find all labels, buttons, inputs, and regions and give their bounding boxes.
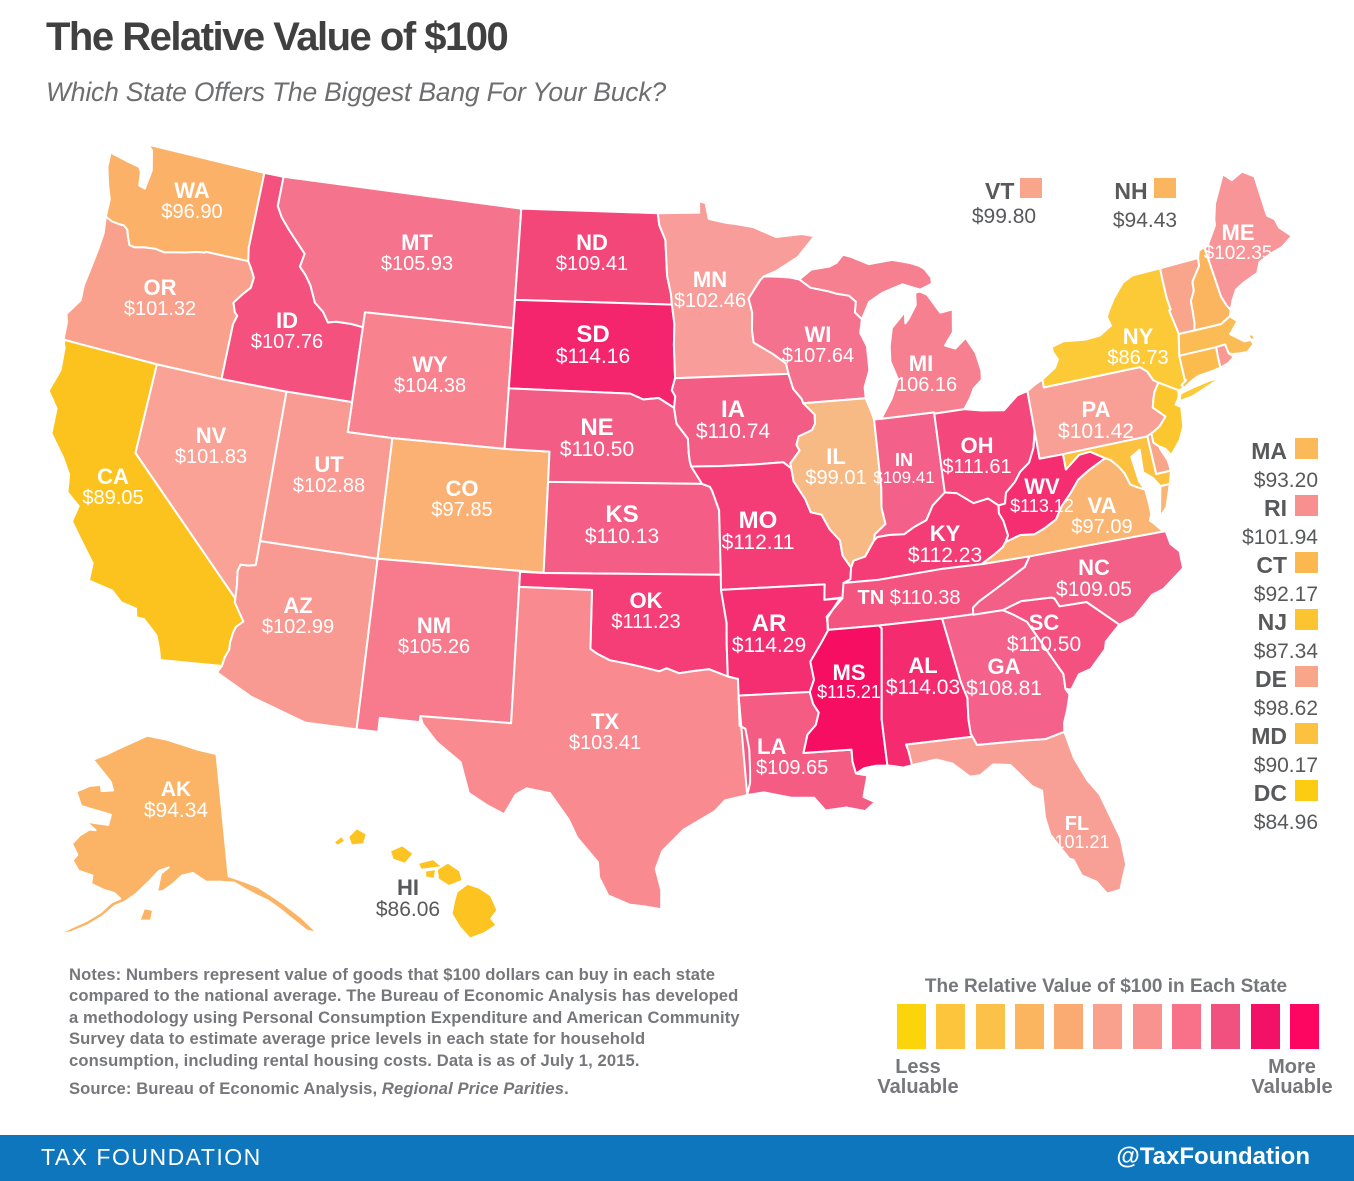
svg-text:$101.42: $101.42 [1058,420,1134,443]
svg-text:$101.21: $101.21 [1044,832,1109,852]
svg-text:$105.26: $105.26 [398,636,470,658]
svg-text:MS: MS [833,660,866,685]
svg-text:WI: WI [805,322,832,347]
svg-text:CA: CA [97,464,129,489]
svg-text:KS: KS [605,501,638,528]
svg-text:IN: IN [895,450,913,470]
svg-text:$106.16: $106.16 [885,374,957,396]
svg-text:VA: VA [1088,493,1117,518]
svg-text:AK: AK [161,778,191,801]
svg-text:OK: OK [630,588,663,613]
svg-text:$107.76: $107.76 [251,331,323,353]
svg-text:NM: NM [417,613,451,638]
svg-text:$110.50: $110.50 [1007,633,1081,656]
svg-text:MI: MI [909,351,933,376]
svg-text:MO: MO [739,507,778,534]
svg-text:$105.93: $105.93 [381,253,453,275]
svg-text:$108.81: $108.81 [966,677,1042,700]
svg-text:NC: NC [1078,555,1110,580]
svg-text:$103.41: $103.41 [569,732,641,754]
svg-text:$110.50: $110.50 [560,438,634,461]
svg-text:$109.41: $109.41 [873,468,934,487]
svg-text:GA: GA [988,654,1021,679]
svg-text:$96.90: $96.90 [161,201,222,223]
svg-text:$111.23: $111.23 [611,611,680,633]
svg-text:$102.35: $102.35 [1204,243,1273,264]
svg-text:AZ: AZ [283,593,312,618]
svg-text:$94.34: $94.34 [144,799,209,822]
svg-text:$102.46: $102.46 [674,290,746,312]
svg-text:SC: SC [1029,610,1060,635]
svg-text:$99.01: $99.01 [805,467,866,489]
svg-text:ID: ID [276,308,298,333]
svg-text:IA: IA [721,396,745,423]
svg-text:WA: WA [174,178,210,203]
svg-text:$111.61: $111.61 [942,456,1011,478]
svg-text:$114.29: $114.29 [732,634,806,657]
svg-text:$89.05: $89.05 [82,487,143,509]
svg-text:AR: AR [752,610,787,637]
svg-text:SD: SD [576,321,609,348]
svg-text:HI: HI [397,875,419,900]
svg-text:$102.88: $102.88 [293,475,365,497]
svg-text:CO: CO [446,476,479,501]
svg-text:PA: PA [1082,397,1111,422]
svg-text:NV: NV [196,423,227,448]
svg-text:$109.05: $109.05 [1056,578,1132,601]
svg-text:MN: MN [693,267,727,292]
svg-text:WY: WY [412,352,448,377]
svg-text:TN $110.38: TN $110.38 [857,587,960,609]
svg-text:UT: UT [314,452,344,477]
svg-text:OR: OR [144,275,177,300]
svg-text:KY: KY [930,521,961,546]
svg-text:WV: WV [1024,474,1060,499]
svg-text:OH: OH [961,433,994,458]
svg-text:$115.21: $115.21 [817,682,881,702]
svg-text:ME: ME [1222,220,1255,245]
svg-text:ND: ND [576,230,608,255]
svg-text:$97.85: $97.85 [431,499,492,521]
svg-text:$107.64: $107.64 [782,345,854,367]
svg-text:$113.12: $113.12 [1010,496,1074,516]
svg-text:IL: IL [826,444,846,469]
svg-text:$86.06: $86.06 [376,898,440,921]
svg-text:MT: MT [401,230,433,255]
svg-text:AL: AL [908,653,937,678]
svg-text:$109.65: $109.65 [756,757,828,779]
svg-text:$102.99: $102.99 [262,616,334,638]
svg-text:$114.16: $114.16 [556,345,630,368]
svg-text:FL: FL [1065,813,1089,835]
svg-text:$104.38: $104.38 [394,375,466,397]
svg-text:$101.83: $101.83 [175,446,247,468]
svg-text:$97.09: $97.09 [1071,516,1132,538]
svg-text:$86.73: $86.73 [1107,347,1168,369]
svg-text:TX: TX [591,709,619,734]
svg-text:$110.74: $110.74 [696,420,771,443]
svg-text:$114.03: $114.03 [886,676,960,699]
svg-text:NE: NE [580,414,613,441]
svg-text:$112.11: $112.11 [722,531,795,554]
svg-text:LA: LA [757,734,786,759]
svg-text:$110.13: $110.13 [585,525,659,548]
svg-text:$112.23: $112.23 [908,544,982,567]
svg-text:$109.41: $109.41 [556,253,628,275]
svg-text:NY: NY [1123,324,1154,349]
svg-text:$101.32: $101.32 [124,298,196,320]
